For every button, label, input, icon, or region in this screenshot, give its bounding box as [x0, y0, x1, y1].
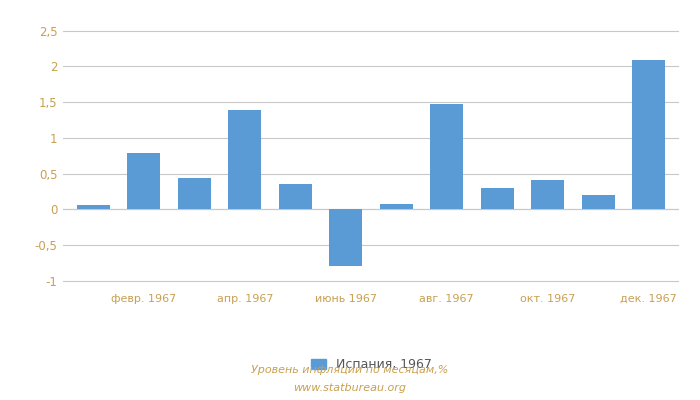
Bar — [380, 204, 413, 209]
Legend: Испания, 1967: Испания, 1967 — [306, 353, 436, 376]
Bar — [531, 180, 564, 209]
Bar — [582, 195, 615, 209]
Bar — [481, 188, 514, 209]
Text: www.statbureau.org: www.statbureau.org — [293, 383, 407, 393]
Bar — [430, 104, 463, 209]
Bar — [178, 178, 211, 209]
Bar — [77, 205, 110, 209]
Bar — [329, 209, 362, 266]
Bar — [228, 110, 261, 209]
Text: Уровень инфляции по месяцам,%: Уровень инфляции по месяцам,% — [251, 365, 449, 375]
Bar — [279, 184, 312, 209]
Bar — [632, 60, 665, 209]
Bar — [127, 153, 160, 209]
